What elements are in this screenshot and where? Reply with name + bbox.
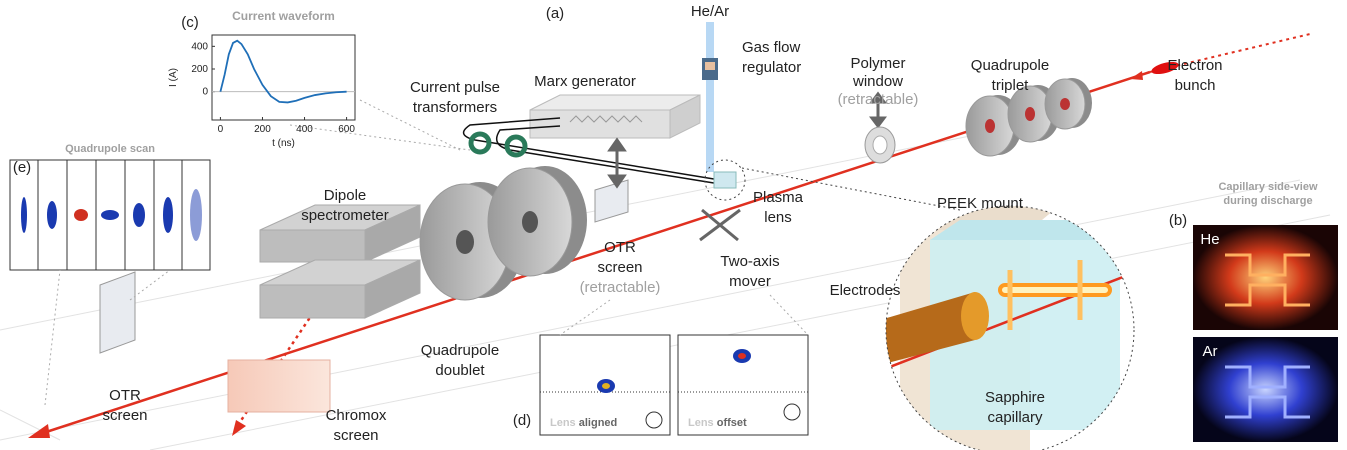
y-tick-label: 0 — [202, 87, 208, 98]
panel-label: (c) — [181, 14, 199, 31]
y-tick-label: 200 — [191, 64, 208, 75]
gas-line — [702, 22, 718, 172]
note: (retractable) — [580, 279, 661, 296]
label: Quadrupole — [971, 57, 1049, 74]
chromox-screen — [228, 360, 330, 412]
label: transformers — [413, 99, 497, 116]
polymer-window — [865, 127, 895, 163]
otr-caption: Lens aligned — [550, 417, 617, 429]
x-axis-label: t (ns) — [272, 138, 295, 149]
label: He/Ar — [691, 3, 729, 20]
label: Quadrupole — [421, 342, 499, 359]
caption-prefix: Lens — [688, 417, 714, 429]
label: Electron — [1167, 57, 1222, 74]
note: (retractable) — [838, 91, 919, 108]
label: mover — [729, 273, 771, 290]
label: regulator — [742, 59, 801, 76]
label: Chromox — [326, 407, 387, 424]
label: spectrometer — [301, 207, 389, 224]
label: Sapphire — [985, 389, 1045, 406]
x-tick-label: 600 — [338, 124, 355, 135]
panel-label: (b) — [1169, 212, 1187, 229]
gas-label: He — [1200, 231, 1219, 248]
label: Marx generator — [534, 73, 636, 90]
label: Electrodes — [830, 282, 901, 299]
label: lens — [764, 209, 792, 226]
scan-strip — [10, 160, 210, 270]
quadrupole-doublet — [420, 166, 587, 300]
inset-title: during discharge — [1223, 195, 1312, 207]
x-tick-label: 400 — [296, 124, 313, 135]
label: screen — [333, 427, 378, 444]
x-tick-label: 200 — [254, 124, 271, 135]
inset-title: Quadrupole scan — [65, 143, 155, 155]
otr-caption: Lens offset — [688, 417, 747, 429]
y-axis-label: I (A) — [168, 68, 179, 87]
label: triplet — [992, 77, 1030, 94]
caption-prefix: Lens — [550, 417, 576, 429]
otr-screen — [100, 272, 135, 353]
gas-label: Ar — [1203, 343, 1218, 360]
label: PEEK mount — [937, 195, 1024, 212]
panel-label: (d) — [513, 412, 531, 429]
inset-title: Capillary side-view — [1218, 181, 1317, 193]
label: screen — [102, 407, 147, 424]
label: Polymer — [850, 55, 905, 72]
label: Current pulse — [410, 79, 500, 96]
panel-label: (a) — [546, 5, 564, 22]
label: Plasma — [753, 189, 804, 206]
y-tick-label: 400 — [191, 41, 208, 52]
caption-state: offset — [717, 417, 747, 429]
label: OTR — [604, 239, 636, 256]
label: OTR — [109, 387, 141, 404]
label: window — [852, 73, 903, 90]
chart-title: Current waveform — [232, 9, 335, 23]
label: screen — [597, 259, 642, 276]
label: Dipole — [324, 187, 367, 204]
marx-generator — [530, 95, 700, 138]
otr-screen — [595, 180, 628, 222]
plasma-lens — [714, 172, 736, 188]
figure: Current waveform t (ns) I (A) 0 200 400 600 0 20… — [0, 0, 1347, 450]
panel-label: (e) — [13, 159, 31, 176]
plot-area — [212, 35, 355, 120]
label: doublet — [435, 362, 485, 379]
label: Gas flow — [742, 39, 801, 56]
capillary-images — [1193, 225, 1338, 442]
quadrupole-triplet — [966, 78, 1092, 156]
label: bunch — [1175, 77, 1216, 94]
caption-state: aligned — [579, 417, 618, 429]
x-tick-label: 0 — [218, 124, 224, 135]
label: Two-axis — [720, 253, 779, 270]
label: capillary — [987, 409, 1043, 426]
